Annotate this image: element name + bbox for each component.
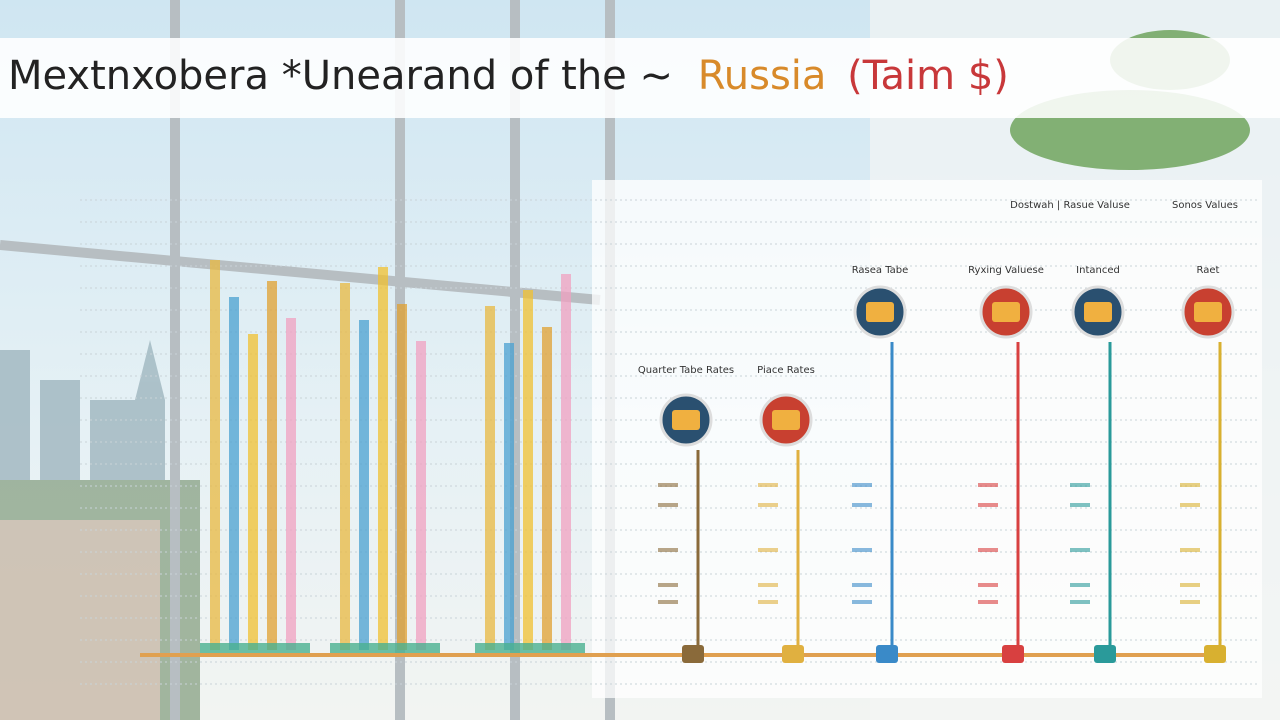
- bar: [267, 281, 277, 650]
- bar: [210, 260, 220, 650]
- tick-blob: [852, 483, 872, 487]
- tick-blob: [1070, 548, 1090, 552]
- tick-blob: [852, 600, 872, 604]
- column-label: Quarter Tabe Rates: [638, 365, 734, 376]
- title-banner: [0, 38, 1280, 118]
- bar: [416, 341, 426, 650]
- column-foot: [1002, 645, 1024, 663]
- tick-blob: [852, 548, 872, 552]
- tick-blob: [1180, 483, 1200, 487]
- column-label: Rasea Tabe: [852, 265, 909, 276]
- tick-blob: [1070, 583, 1090, 587]
- tick-blob: [978, 600, 998, 604]
- tick-blob: [852, 503, 872, 507]
- tick-blob: [658, 503, 678, 507]
- bar-base: [330, 643, 440, 655]
- column-label: Ryxing Valuese: [968, 265, 1044, 276]
- bar: [397, 304, 407, 650]
- bar: [359, 320, 369, 650]
- tick-blob: [758, 503, 778, 507]
- column-foot: [1094, 645, 1116, 663]
- title: Mextnxobera *Unearand of the ~ Russia (T…: [8, 53, 1009, 99]
- tick-blob: [658, 483, 678, 487]
- bars: [80, 199, 1260, 685]
- icon-inner: [772, 410, 800, 430]
- bar-base: [200, 643, 310, 655]
- city: [0, 340, 200, 720]
- bar: [378, 267, 388, 650]
- tick-blob: [978, 483, 998, 487]
- tick-blob: [978, 583, 998, 587]
- tick-blob: [1180, 600, 1200, 604]
- tick-blob: [658, 583, 678, 587]
- column-foot: [682, 645, 704, 663]
- tick-blob: [1070, 600, 1090, 604]
- bar: [286, 318, 296, 650]
- tick-blob: [758, 548, 778, 552]
- bar: [248, 334, 258, 650]
- bar: [485, 306, 495, 650]
- icon-inner: [992, 302, 1020, 322]
- bar: [561, 274, 571, 650]
- icon-inner: [866, 302, 894, 322]
- column-foot: [876, 645, 898, 663]
- top-label: Sonos Values: [1172, 200, 1238, 211]
- column-foot: [782, 645, 804, 663]
- tick-blob: [1180, 583, 1200, 587]
- tick-blob: [758, 483, 778, 487]
- tick-blob: [1180, 503, 1200, 507]
- icon-inner: [672, 410, 700, 430]
- column-foot: [1204, 645, 1226, 663]
- tick-blob: [758, 600, 778, 604]
- tick-blob: [1180, 548, 1200, 552]
- icon-inner: [1194, 302, 1222, 322]
- bar: [542, 327, 552, 650]
- bar: [340, 283, 350, 650]
- column-label: Intanced: [1076, 265, 1120, 276]
- tick-blob: [1070, 503, 1090, 507]
- tick-blob: [852, 583, 872, 587]
- tick-blob: [658, 600, 678, 604]
- bar: [523, 290, 533, 650]
- tick-blob: [978, 503, 998, 507]
- bar: [504, 343, 514, 650]
- tick-blob: [658, 548, 678, 552]
- icon-inner: [1084, 302, 1112, 322]
- top-label: Dostwah | Rasue Valuse: [1010, 200, 1130, 211]
- column-label: Raet: [1197, 265, 1220, 276]
- tick-blob: [1070, 483, 1090, 487]
- tick-blob: [978, 548, 998, 552]
- tick-blob: [758, 583, 778, 587]
- bar-base: [475, 643, 585, 655]
- column-label: Piace Rates: [757, 365, 815, 376]
- bar: [229, 297, 239, 650]
